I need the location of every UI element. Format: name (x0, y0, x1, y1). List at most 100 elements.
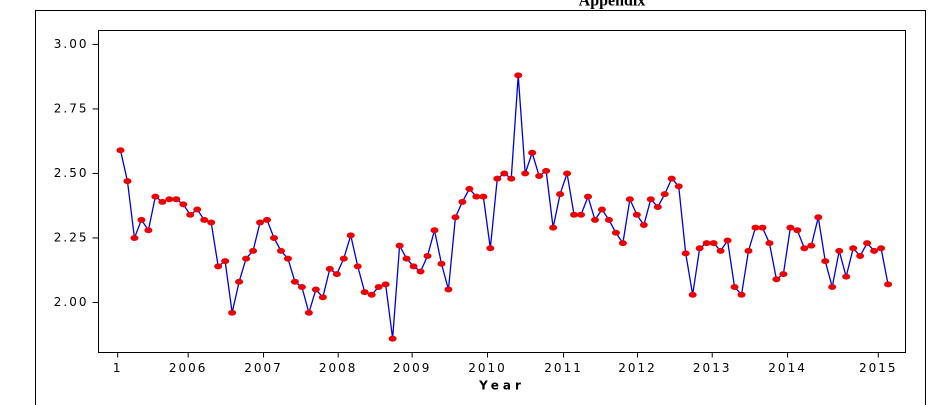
point (709, 240, 718, 247)
x-tick-label: 2015 (859, 361, 898, 375)
point (430, 227, 439, 234)
point (158, 198, 167, 205)
point (179, 201, 188, 208)
y-tick-label: 3.00 (54, 37, 89, 51)
x-tick-label: 2009 (393, 361, 432, 375)
point (730, 283, 739, 290)
y-tick-label: 2.50 (54, 166, 89, 180)
point (674, 183, 683, 190)
point (367, 291, 376, 298)
x-tick-label: 2010 (468, 361, 507, 375)
point (514, 72, 523, 79)
point (451, 214, 460, 221)
point (570, 211, 579, 218)
point (688, 291, 697, 298)
x-tick-label: 2011 (544, 361, 583, 375)
point (584, 193, 593, 200)
x-tick-label: 2006 (169, 361, 208, 375)
x-tick-label: 2007 (244, 361, 283, 375)
point (660, 191, 669, 198)
point (716, 247, 725, 254)
point (821, 258, 830, 265)
point (702, 240, 711, 247)
point (542, 167, 551, 174)
x-tick-label: 1 (113, 361, 123, 375)
point (695, 245, 704, 252)
point (814, 214, 823, 221)
x-axis-title: Year (478, 379, 525, 393)
point (667, 175, 676, 182)
point (479, 193, 488, 200)
point (165, 196, 174, 203)
point (444, 286, 453, 293)
point (779, 271, 788, 278)
point (353, 263, 362, 270)
x-tick-label: 2014 (768, 361, 807, 375)
point (884, 281, 893, 288)
point (144, 227, 153, 234)
point (416, 268, 425, 275)
point (625, 196, 634, 203)
chart-title: Appendix (579, 0, 646, 10)
point (549, 224, 558, 231)
y-tick-label: 2.75 (54, 101, 89, 115)
point (200, 216, 209, 223)
point (437, 260, 446, 267)
point (276, 247, 285, 254)
point (758, 224, 767, 231)
point (842, 273, 851, 280)
x-tick-label: 2013 (693, 361, 732, 375)
point (325, 265, 334, 272)
point (849, 245, 858, 252)
point (242, 255, 251, 262)
point (556, 191, 565, 198)
point (807, 242, 816, 249)
point (737, 291, 746, 298)
point (214, 263, 223, 270)
point (256, 219, 265, 226)
outer-frame (35, 10, 926, 405)
point (535, 173, 544, 180)
point (186, 211, 195, 218)
point (604, 216, 613, 223)
y-tick-label: 2.25 (54, 230, 89, 244)
point (130, 234, 139, 241)
point (388, 335, 397, 342)
point (500, 170, 509, 177)
point (639, 222, 648, 229)
point (465, 185, 474, 192)
point (221, 258, 230, 265)
point (577, 211, 586, 218)
point (263, 216, 272, 223)
point (828, 283, 837, 290)
x-tick-label: 2008 (319, 361, 358, 375)
point (800, 245, 809, 252)
point (297, 283, 306, 290)
point (116, 147, 125, 154)
point (395, 242, 404, 249)
y-tick-label: 2.00 (54, 295, 89, 309)
plot-frame (98, 30, 906, 353)
point (723, 237, 732, 244)
point (137, 216, 146, 223)
point (402, 255, 411, 262)
point (632, 211, 641, 218)
point (877, 245, 886, 252)
point (590, 216, 599, 223)
point (486, 245, 495, 252)
point (332, 271, 341, 278)
point (597, 206, 606, 213)
point (507, 175, 516, 182)
point (228, 309, 237, 316)
point (681, 250, 690, 257)
point (304, 309, 313, 316)
point (360, 289, 369, 296)
point (283, 255, 292, 262)
point (123, 178, 132, 185)
point (863, 240, 872, 247)
point (235, 278, 244, 285)
point (193, 206, 202, 213)
point (835, 247, 844, 254)
point (786, 224, 795, 231)
point (744, 247, 753, 254)
